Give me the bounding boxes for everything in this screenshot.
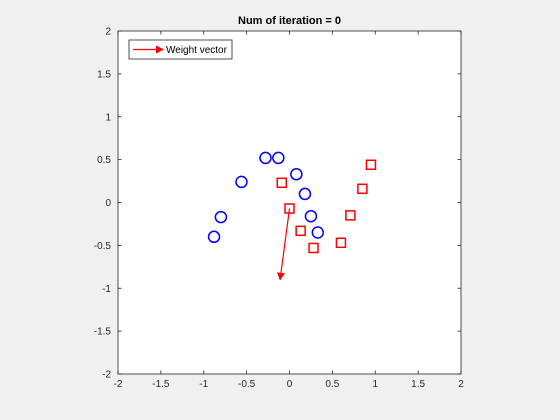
data-point-square <box>345 210 356 221</box>
chart-title: Num of iteration = 0 <box>238 15 341 27</box>
data-point-circle <box>259 151 272 165</box>
x-tick-label: 0.5 <box>325 379 339 390</box>
data-point-square <box>357 183 368 195</box>
data-point-circle <box>304 209 318 223</box>
x-tick-label: -1.5 <box>152 379 170 390</box>
data-point-circle <box>272 151 285 165</box>
data-points <box>207 151 377 254</box>
axes-area <box>118 31 461 374</box>
data-point-square <box>335 237 347 249</box>
y-tick-label: 2 <box>105 27 111 38</box>
data-point-square <box>365 159 377 171</box>
data-point-circle <box>298 187 312 201</box>
data-point-square <box>308 242 319 254</box>
x-tick-label: -0.5 <box>238 379 256 390</box>
data-point-circle <box>214 210 228 224</box>
data-point-circle <box>207 230 221 244</box>
weight-vector <box>277 208 291 281</box>
y-tick-label: 0.5 <box>97 155 111 166</box>
y-tick-label: 1.5 <box>97 69 111 80</box>
data-point-circle <box>311 226 325 239</box>
y-tick-label: -1.5 <box>94 327 112 338</box>
data-point-square <box>276 177 288 189</box>
data-point-square <box>295 225 306 237</box>
x-tick-label: 0 <box>287 379 293 390</box>
x-tick-label: -1 <box>199 379 208 390</box>
y-tick-labels: -2 -1.5 -1 -0.5 0 0.5 1 1.5 2 <box>94 27 112 381</box>
axis-ticks <box>117 30 462 375</box>
y-tick-label: -0.5 <box>94 241 112 252</box>
x-tick-labels: -2 -1.5 -1 -0.5 0 0.5 1 1.5 2 <box>114 379 465 390</box>
x-tick-label: 1.5 <box>411 379 425 390</box>
legend-label-weight-vector: Weight vector <box>166 45 228 56</box>
x-tick-label: 1 <box>372 379 378 390</box>
x-tick-label: 2 <box>458 379 464 390</box>
x-tick-label: -2 <box>114 379 123 390</box>
weight-vector-arrow <box>277 208 291 281</box>
y-tick-label: 0 <box>105 198 111 209</box>
y-tick-label: -2 <box>102 370 111 381</box>
data-point-circle <box>290 167 303 181</box>
data-point-circle <box>235 175 248 189</box>
y-tick-label: 1 <box>105 112 111 123</box>
legend: Weight vector <box>128 39 233 60</box>
y-tick-label: -1 <box>102 284 111 295</box>
legend-box <box>128 39 233 60</box>
